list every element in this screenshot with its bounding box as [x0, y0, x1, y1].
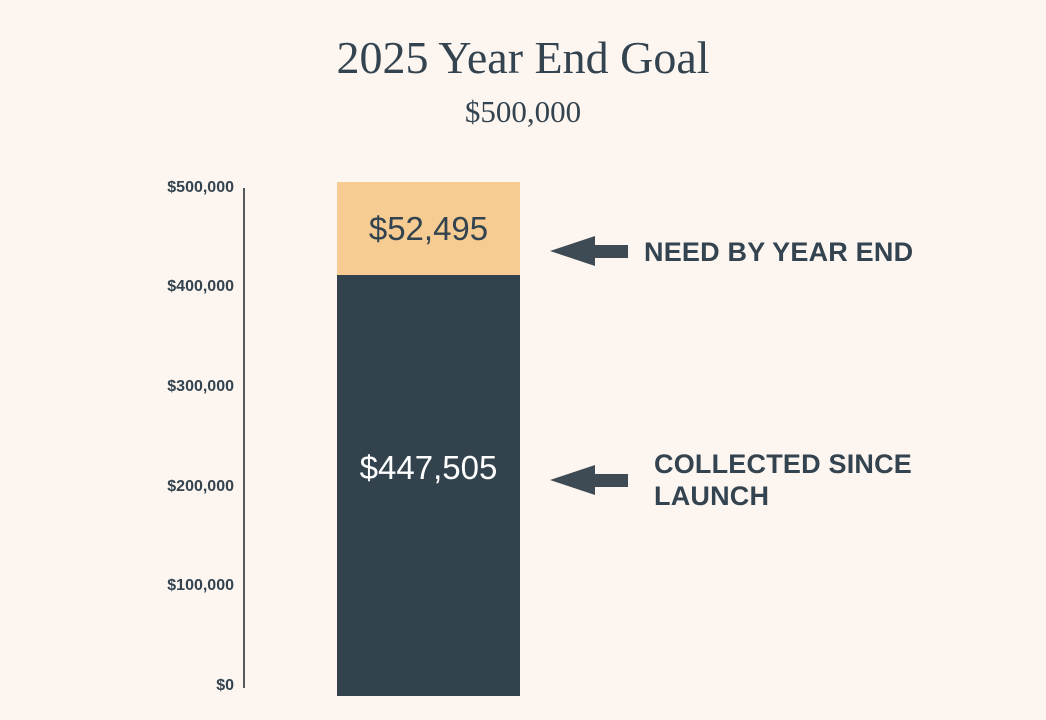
collected-value: $447,505 — [359, 448, 498, 486]
bar-segment-need: $52,495 — [337, 182, 520, 275]
collected-annotation-line2: LAUNCH — [654, 481, 770, 511]
y-tick-500000: $500,000 — [167, 179, 234, 196]
goal-amount: $500,000 — [464, 94, 582, 129]
left-arrow-icon — [550, 465, 628, 495]
left-arrow-icon — [550, 236, 628, 266]
chart-title: 2025 Year End Goal — [336, 32, 710, 83]
y-axis-line — [243, 188, 245, 688]
need-value: $52,495 — [368, 209, 489, 247]
collected-annotation-text: COLLECTED SINCE LAUNCH — [654, 448, 912, 512]
bar-segment-collected: $447,505 — [337, 275, 520, 696]
y-tick-100000: $100,000 — [167, 577, 234, 594]
annotation-need: NEED BY YEAR END — [550, 236, 913, 268]
collected-annotation-line1: COLLECTED SINCE — [654, 449, 913, 479]
y-tick-0: $0 — [216, 677, 234, 694]
need-annotation-text: NEED BY YEAR END — [644, 237, 914, 267]
y-tick-200000: $200,000 — [167, 478, 234, 495]
y-tick-300000: $300,000 — [167, 378, 234, 395]
annotation-collected: COLLECTED SINCE LAUNCH — [550, 448, 912, 512]
y-tick-400000: $400,000 — [167, 278, 234, 295]
